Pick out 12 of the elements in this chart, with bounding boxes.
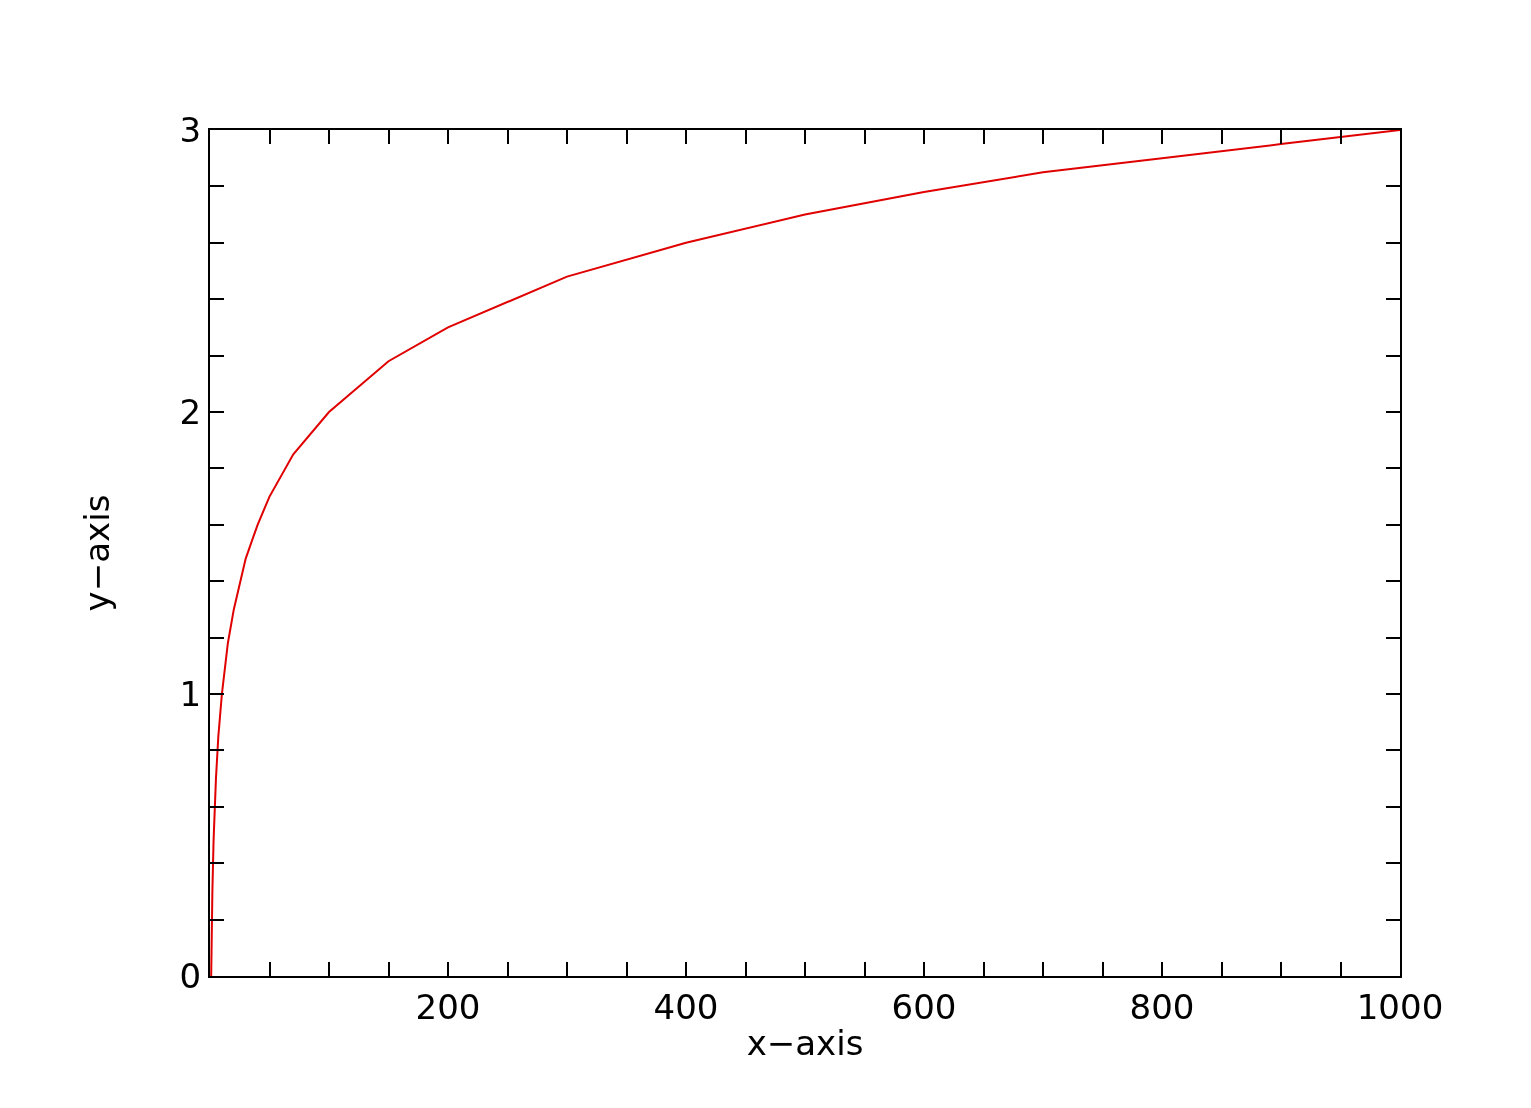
x-axis-title: x−axis bbox=[746, 1022, 864, 1063]
x-tick-label: 600 bbox=[891, 986, 957, 1027]
y-tick-label: 0 bbox=[179, 955, 202, 996]
x-tick-label: 200 bbox=[415, 986, 481, 1027]
x-tick-label: 1000 bbox=[1356, 986, 1444, 1027]
y-tick-label: 3 bbox=[179, 109, 202, 150]
y-axis-title: y−axis bbox=[76, 494, 117, 612]
y-tick-label: 2 bbox=[179, 391, 202, 432]
x-tick-label: 800 bbox=[1129, 986, 1195, 1027]
line-series bbox=[210, 130, 1400, 976]
y-tick-label: 1 bbox=[179, 673, 202, 714]
x-tick-label: 400 bbox=[653, 986, 719, 1027]
